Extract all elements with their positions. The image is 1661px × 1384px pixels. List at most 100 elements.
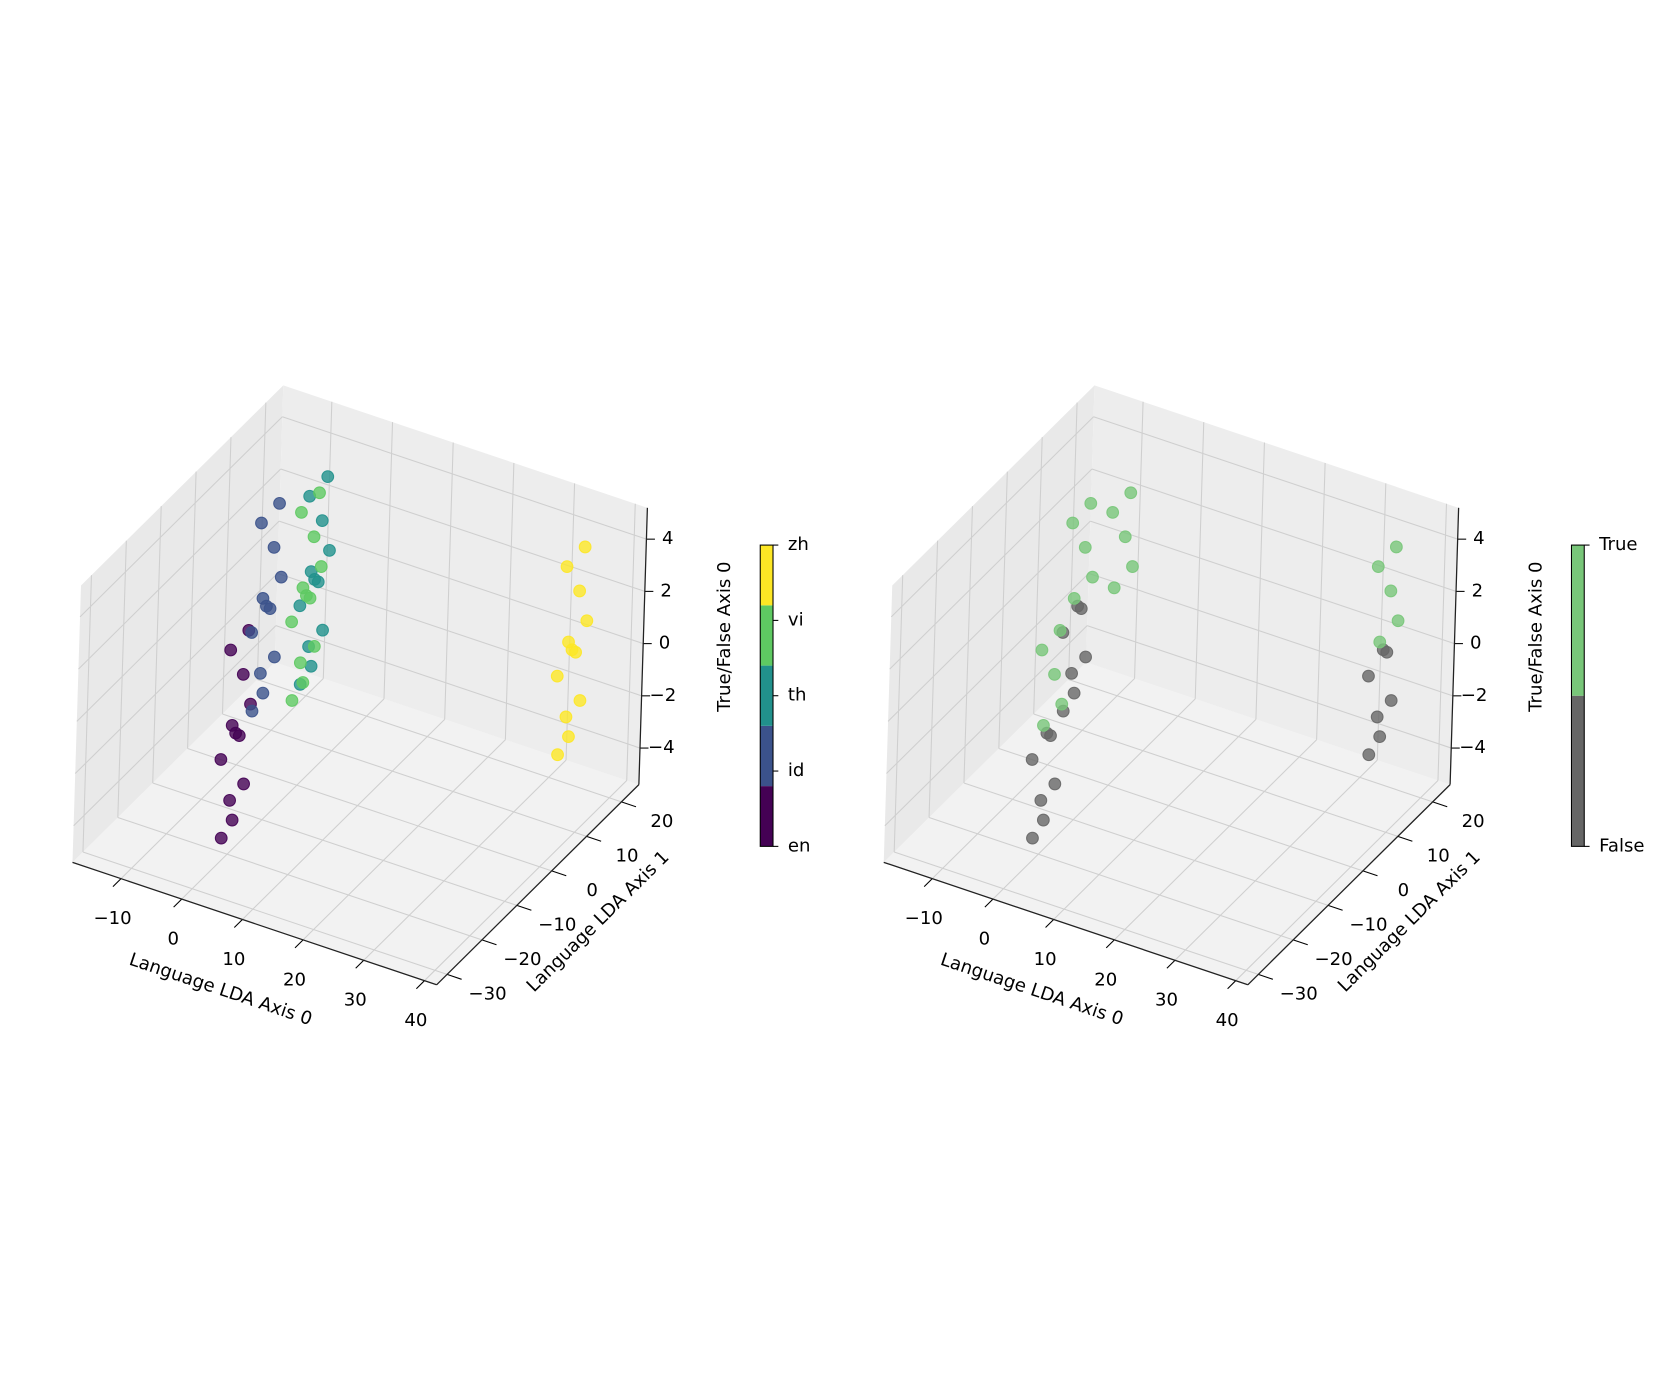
legend-label: id <box>788 760 804 781</box>
grid-line <box>1068 402 1078 680</box>
point <box>1107 581 1121 595</box>
z-tick-label: 4 <box>1473 528 1485 549</box>
y-tick-label: −20 <box>503 949 541 970</box>
grid-line <box>1033 713 1398 837</box>
point <box>1124 486 1138 500</box>
grid-line <box>242 718 446 920</box>
y-tick-label: 20 <box>650 811 673 832</box>
grid-line <box>998 471 1008 749</box>
z-tick-label: 0 <box>659 633 671 654</box>
point <box>232 729 246 743</box>
tick-mark <box>1258 973 1274 980</box>
y-tick-label: −20 <box>1315 949 1353 970</box>
legend-label: zh <box>788 534 809 555</box>
point <box>295 506 308 519</box>
tick-mark <box>355 959 365 969</box>
y-tick-label: −30 <box>1280 984 1318 1005</box>
point <box>307 639 321 653</box>
point <box>1362 748 1376 762</box>
grid-line <box>894 851 1259 975</box>
point <box>307 530 321 544</box>
point <box>560 560 574 573</box>
grid-line <box>302 739 506 941</box>
point <box>1371 560 1385 573</box>
z-tick-label: 0 <box>1470 633 1482 654</box>
point <box>245 626 259 639</box>
z-axis-line <box>1449 507 1460 785</box>
z-axis-label: True/False Axis 0 <box>714 561 735 712</box>
x-tick-label: 0 <box>979 929 991 950</box>
grid-line <box>78 468 282 670</box>
x-axis-line <box>72 861 437 986</box>
point <box>263 602 277 616</box>
grid-line <box>998 747 1364 872</box>
grid-line <box>893 575 904 853</box>
point <box>267 540 281 554</box>
tick-mark <box>923 878 933 888</box>
point <box>559 710 573 724</box>
point <box>1078 540 1092 554</box>
point <box>304 659 318 673</box>
tick-mark <box>621 801 637 808</box>
z-tick-label: −4 <box>648 737 675 758</box>
grid-line <box>887 520 1091 722</box>
point <box>1048 667 1061 681</box>
point <box>236 667 250 681</box>
grid-line <box>1134 401 1144 679</box>
colorbar-band <box>760 665 774 726</box>
y-axis-line <box>436 784 640 986</box>
z-tick-label: −4 <box>1459 737 1486 758</box>
point <box>1373 635 1387 649</box>
grid-line <box>282 416 647 540</box>
point <box>1106 506 1120 519</box>
y-tick-label: 20 <box>1462 811 1485 832</box>
point <box>1037 718 1050 732</box>
colorbar-band <box>760 605 774 666</box>
point <box>296 676 310 689</box>
grid-line <box>280 468 645 592</box>
point <box>1067 592 1081 605</box>
x-tick-label: 10 <box>1034 949 1057 970</box>
point <box>569 645 582 659</box>
colorbar-frame <box>759 544 774 847</box>
tick-mark <box>1292 939 1308 946</box>
point <box>223 793 236 807</box>
point <box>1067 686 1081 700</box>
point <box>224 643 238 657</box>
point <box>551 748 564 762</box>
point <box>1389 540 1403 554</box>
grid-line <box>222 713 587 837</box>
point <box>321 470 335 483</box>
tick-mark <box>112 878 122 888</box>
point <box>316 623 329 637</box>
z-tick-label: 2 <box>660 580 672 601</box>
point <box>573 584 587 598</box>
point <box>1035 643 1049 657</box>
colorbar-band <box>760 725 774 787</box>
grid-line <box>1113 739 1317 941</box>
point <box>304 565 318 578</box>
grid-line <box>256 402 267 680</box>
point <box>267 650 281 664</box>
point <box>573 694 587 707</box>
colorbar-band <box>760 545 774 606</box>
x-tick-label: 30 <box>1155 990 1178 1011</box>
grid-line <box>117 816 483 941</box>
grid-line <box>504 462 515 740</box>
tick-mark <box>1045 919 1055 928</box>
left-pane <box>72 385 284 863</box>
grid-line <box>1093 416 1458 540</box>
tick-mark <box>1327 904 1343 911</box>
y-tick-label: −10 <box>1349 915 1387 936</box>
point <box>313 486 326 500</box>
left-pane <box>883 385 1095 863</box>
point <box>303 591 317 605</box>
tick-mark <box>173 898 183 908</box>
x-tick-label: 20 <box>1094 969 1117 990</box>
point <box>314 560 328 573</box>
x-tick-label: −10 <box>905 908 943 929</box>
x-tick-label: −10 <box>93 908 131 929</box>
point <box>578 540 592 554</box>
y-tick-label: −30 <box>468 984 506 1005</box>
